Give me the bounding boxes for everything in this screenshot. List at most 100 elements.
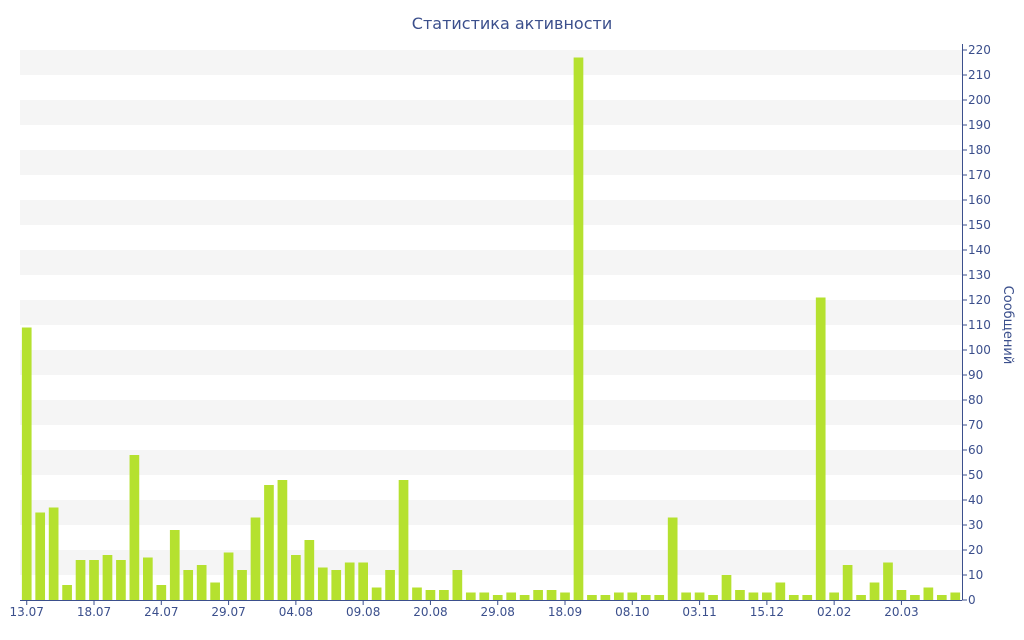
x-tick-label: 18.09 (548, 605, 582, 619)
bar (573, 57, 584, 600)
bar (587, 595, 597, 600)
y-tick-label: 160 (968, 193, 991, 207)
y-tick-label: 140 (968, 243, 991, 257)
bar (291, 555, 301, 600)
bar (425, 590, 436, 600)
bar (613, 592, 624, 600)
bar (196, 565, 207, 600)
y-tick-label: 180 (968, 143, 991, 157)
y-tick-label: 120 (968, 293, 991, 307)
bar (183, 570, 194, 600)
x-tick-label: 29.08 (481, 605, 515, 619)
bar (237, 570, 247, 600)
x-tick-label: 03.11 (682, 605, 716, 619)
x-tick-label: 08.10 (615, 605, 649, 619)
bar (546, 590, 557, 600)
bar (936, 595, 947, 600)
bar (344, 562, 355, 600)
bar (910, 595, 920, 600)
bar (264, 485, 274, 600)
bar (169, 530, 180, 600)
grid-band (20, 500, 962, 525)
y-tick-label: 20 (968, 543, 983, 557)
bar (371, 587, 382, 600)
grid-band (20, 200, 962, 225)
grid-band (20, 300, 962, 325)
y-tick-label: 70 (968, 418, 983, 432)
x-tick-label: 13.07 (10, 605, 44, 619)
bar (883, 562, 893, 600)
grid-band (20, 450, 962, 475)
y-tick-label: 10 (968, 568, 983, 582)
bar (721, 575, 732, 600)
bar (788, 595, 799, 600)
bar (950, 592, 961, 600)
bar (223, 552, 234, 600)
bar (465, 592, 476, 600)
bar (856, 595, 866, 600)
y-tick-label: 110 (968, 318, 991, 332)
x-tick-label: 29.07 (211, 605, 245, 619)
bar (654, 595, 665, 600)
grid-band (20, 350, 962, 375)
grid-band (20, 50, 962, 75)
bar (116, 560, 126, 600)
bar (75, 560, 86, 600)
bar (21, 327, 32, 600)
bar (479, 592, 490, 600)
bar (506, 592, 517, 600)
bar (923, 587, 934, 600)
bar (708, 595, 718, 600)
x-tick-label: 20.03 (884, 605, 918, 619)
y-tick-label: 90 (968, 368, 983, 382)
bar (89, 560, 99, 600)
bar (398, 480, 409, 600)
x-tick-label: 09.08 (346, 605, 380, 619)
bar (385, 570, 395, 600)
grid-band (20, 150, 962, 175)
bar (358, 562, 369, 600)
bar (735, 590, 745, 600)
y-tick-label: 100 (968, 343, 991, 357)
bar (896, 590, 907, 600)
bar (560, 592, 570, 600)
bar (277, 480, 288, 600)
bar (129, 455, 140, 600)
bar (156, 585, 167, 600)
bar (762, 592, 772, 600)
bar (802, 595, 813, 600)
y-tick-label: 0 (968, 593, 976, 607)
bar (102, 555, 113, 600)
bar (681, 592, 691, 600)
bar (829, 592, 840, 600)
x-tick-label: 04.08 (279, 605, 313, 619)
bar (815, 297, 826, 600)
y-tick-label: 60 (968, 443, 983, 457)
x-tick-label: 18.07 (77, 605, 111, 619)
bar (694, 592, 705, 600)
bar (331, 570, 342, 600)
y-tick-label: 40 (968, 493, 983, 507)
x-tick-label: 15.12 (750, 605, 784, 619)
y-tick-label: 50 (968, 468, 983, 482)
bar (439, 590, 449, 600)
y-tick-label: 30 (968, 518, 983, 532)
bar (492, 595, 503, 600)
bar (519, 595, 530, 600)
y-axis-label: Сообщений (1000, 286, 1015, 365)
bar (748, 592, 759, 600)
y-tick-label: 190 (968, 118, 991, 132)
bar (640, 595, 651, 600)
bar (250, 517, 261, 600)
y-tick-label: 220 (968, 43, 991, 57)
y-tick-label: 150 (968, 218, 991, 232)
y-tick-label: 170 (968, 168, 991, 182)
grid-band (20, 250, 962, 275)
bar (62, 585, 72, 600)
grid-band (20, 100, 962, 125)
y-tick-label: 130 (968, 268, 991, 282)
bar (775, 582, 786, 600)
bar (667, 517, 678, 600)
